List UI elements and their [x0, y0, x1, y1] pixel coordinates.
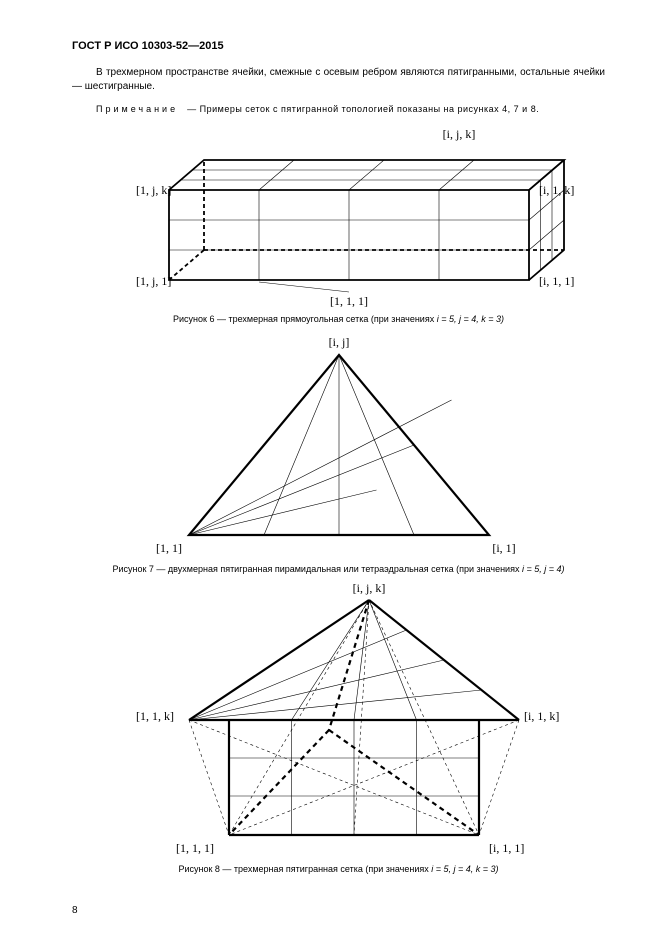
- page-header: ГОСТ Р ИСО 10303-52—2015: [72, 40, 605, 52]
- note-text: — Примеры сеток с пятигранной топологией…: [187, 104, 539, 114]
- fig6-label-tr-back: [i, j, k]: [442, 127, 475, 141]
- fig8-label-top: [i, j, k]: [352, 581, 385, 595]
- fig8-caption: Рисунок 8 — трехмерная пятигранная сетка…: [72, 864, 605, 874]
- fig7-caption: Рисунок 7 — двухмерная пятигранная пирам…: [72, 564, 605, 574]
- fig6-caption-text: Рисунок 6 — трехмерная прямоугольная сет…: [173, 314, 437, 324]
- fig6-svg: [1, j, k] [i, j, k] [i, 1, k] [1, j, 1] …: [99, 120, 579, 310]
- fig6-label-bl: [1, j, 1]: [136, 274, 171, 288]
- fig8-caption-vars: i = 5, j = 4, k = 3): [431, 864, 498, 874]
- page-number: 8: [72, 905, 78, 916]
- fig6-label-br-front: [i, 1, 1]: [539, 274, 574, 288]
- fig6-label-tr-front: [i, 1, k]: [539, 183, 574, 197]
- fig8-svg: [i, j, k] [1, 1, k] [i, 1, k] [1, 1, 1] …: [119, 580, 559, 860]
- fig8-label-mid-left: [1, 1, k]: [136, 709, 174, 723]
- fig6-caption: Рисунок 6 — трехмерная прямоугольная сет…: [72, 314, 605, 324]
- figure-7: [i, j] [1, 1] [i, 1]: [72, 330, 605, 560]
- fig7-caption-vars: i = 5, j = 4): [522, 564, 565, 574]
- fig8-label-mid-right: [i, 1, k]: [524, 709, 559, 723]
- note: Примечание — Примеры сеток с пятигранной…: [72, 104, 605, 114]
- fig6-label-tl: [1, j, k]: [136, 183, 171, 197]
- figure-8: [i, j, k] [1, 1, k] [i, 1, k] [1, 1, 1] …: [72, 580, 605, 860]
- note-label: Примечание: [96, 104, 178, 114]
- figure-6: [1, j, k] [i, j, k] [i, 1, k] [1, j, 1] …: [72, 120, 605, 310]
- fig8-caption-text: Рисунок 8 — трехмерная пятигранная сетка…: [178, 864, 431, 874]
- body-paragraph: В трехмерном пространстве ячейки, смежны…: [72, 66, 605, 94]
- fig6-caption-vars: i = 5, j = 4, k = 3): [437, 314, 504, 324]
- fig7-svg: [i, j] [1, 1] [i, 1]: [129, 330, 549, 560]
- fig8-label-bot-right: [i, 1, 1]: [489, 841, 524, 855]
- fig7-label-right: [i, 1]: [492, 541, 515, 555]
- fig8-label-bot-left: [1, 1, 1]: [176, 841, 214, 855]
- fig7-caption-text: Рисунок 7 — двухмерная пятигранная пирам…: [112, 564, 521, 574]
- fig7-label-top: [i, j]: [328, 335, 349, 349]
- body-paragraph-text: В трехмерном пространстве ячейки, смежны…: [72, 67, 605, 92]
- fig6-label-bottom-front-left: [1, 1, 1]: [330, 294, 368, 308]
- fig7-label-left: [1, 1]: [156, 541, 182, 555]
